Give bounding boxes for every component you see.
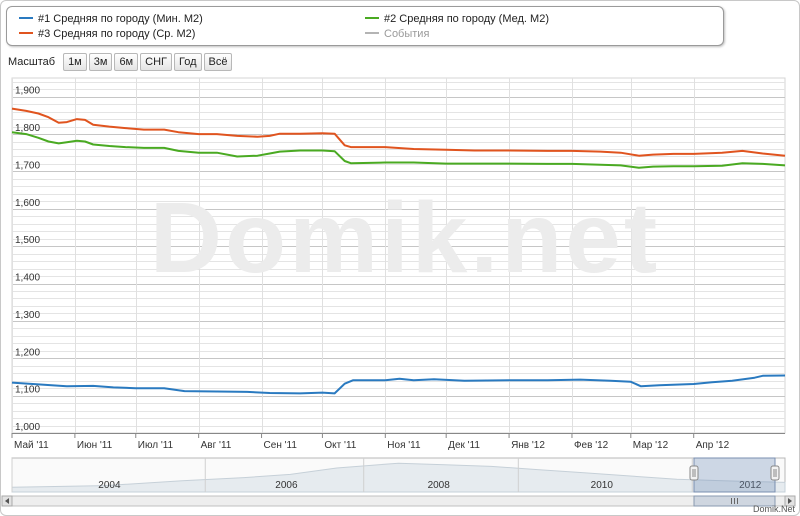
series (11, 107, 786, 395)
x-tick-label: Апр '12 (696, 440, 730, 451)
legend-swatch-events (365, 32, 379, 35)
x-tick-label: Июн '11 (77, 440, 113, 451)
x-tick-label: Фев '12 (574, 440, 609, 451)
navigator-handle-left[interactable] (689, 465, 699, 481)
zoom-button-ytd[interactable]: СНГ (140, 53, 172, 71)
x-tick-label: Окт '11 (324, 440, 356, 451)
legend-item-series-3[interactable]: #3 Средняя по городу (Ср. М2) (19, 27, 195, 41)
legend-swatch-series-2 (365, 17, 379, 20)
zoom-label: Масштаб (8, 56, 56, 68)
x-tick-label: Сен '11 (264, 440, 298, 451)
y-tick-label: 1,700 (15, 160, 40, 171)
x-tick-label: Ноя '11 (387, 440, 421, 451)
series-line-3 (11, 374, 786, 395)
navigator-year-label: 2012 (739, 480, 762, 491)
y-tick-label: 1,900 (15, 86, 40, 97)
legend-item-events[interactable]: События (365, 27, 429, 41)
navigator-scrollbar-track[interactable] (11, 495, 786, 507)
navigator-selection (693, 457, 776, 493)
navigator[interactable]: 2004 2006 2008 2010 2012 (1, 457, 796, 507)
chevron-right-icon (788, 498, 792, 504)
credit-label: Domik.Net (753, 504, 796, 514)
y-tick-label: 1,800 (15, 123, 40, 134)
x-tick-label: Мар '12 (633, 440, 669, 451)
zoom-button-6m[interactable]: 6м (114, 53, 139, 71)
chevron-left-icon (5, 498, 9, 504)
legend-label-events: События (384, 28, 430, 40)
series-line-2 (11, 131, 786, 169)
legend-swatch-series-1 (19, 17, 33, 20)
navigator-handle-right[interactable] (770, 465, 780, 481)
x-axis: Май '11 Июн '11 Июл '11 Авг '11 Сен '11 Окт '… (11, 433, 785, 451)
y-tick-label: 1,600 (15, 198, 40, 209)
series-line-1 (11, 107, 786, 157)
x-tick-label: Дек '11 (448, 440, 480, 451)
y-tick-label: 1,100 (15, 385, 40, 396)
legend-label-series-1: #1 Средняя по городу (Мин. М2) (38, 13, 203, 25)
zoom-button-year[interactable]: Год (173, 53, 202, 71)
legend-item-series-1[interactable]: #1 Средняя по городу (Мин. М2) (19, 12, 203, 26)
zoom-button-3m[interactable]: 3м (88, 53, 113, 71)
navigator-year-label: 2010 (591, 480, 614, 491)
zoom-bar: Масштаб 1м 3м 6м СНГ Год Всё (8, 53, 234, 71)
y-tick-label: 1,000 (15, 422, 40, 433)
watermark: Domik.net (150, 182, 660, 294)
legend-label-series-2: #2 Средняя по городу (Мед. М2) (384, 13, 549, 25)
navigator-year-label: 2006 (275, 480, 298, 491)
x-tick-label: Янв '12 (511, 440, 545, 451)
legend-label-series-3: #3 Средняя по городу (Ср. М2) (38, 28, 196, 40)
y-tick-label: 1,500 (15, 235, 40, 246)
zoom-button-1m[interactable]: 1м (63, 53, 87, 71)
x-tick-label: Авг '11 (201, 440, 232, 451)
y-tick-label: 1,400 (15, 273, 40, 284)
zoom-button-all[interactable]: Всё (203, 53, 233, 71)
legend-swatch-series-3 (19, 32, 33, 35)
chart-legend: #1 Средняя по городу (Мин. М2) #2 Средня… (6, 6, 724, 46)
x-tick-label: Май '11 (14, 440, 49, 451)
y-tick-label: 1,200 (15, 347, 40, 358)
x-tick-label: Июл '11 (138, 440, 174, 451)
y-axis: 1,000 1,100 1,200 1,300 1,400 1,500 1,600 1,700… (15, 86, 40, 433)
legend-item-series-2[interactable]: #2 Средняя по городу (Мед. М2) (365, 12, 549, 26)
navigator-year-label: 2004 (98, 480, 121, 491)
navigator-year-label: 2008 (428, 480, 451, 491)
y-tick-label: 1,300 (15, 310, 40, 321)
